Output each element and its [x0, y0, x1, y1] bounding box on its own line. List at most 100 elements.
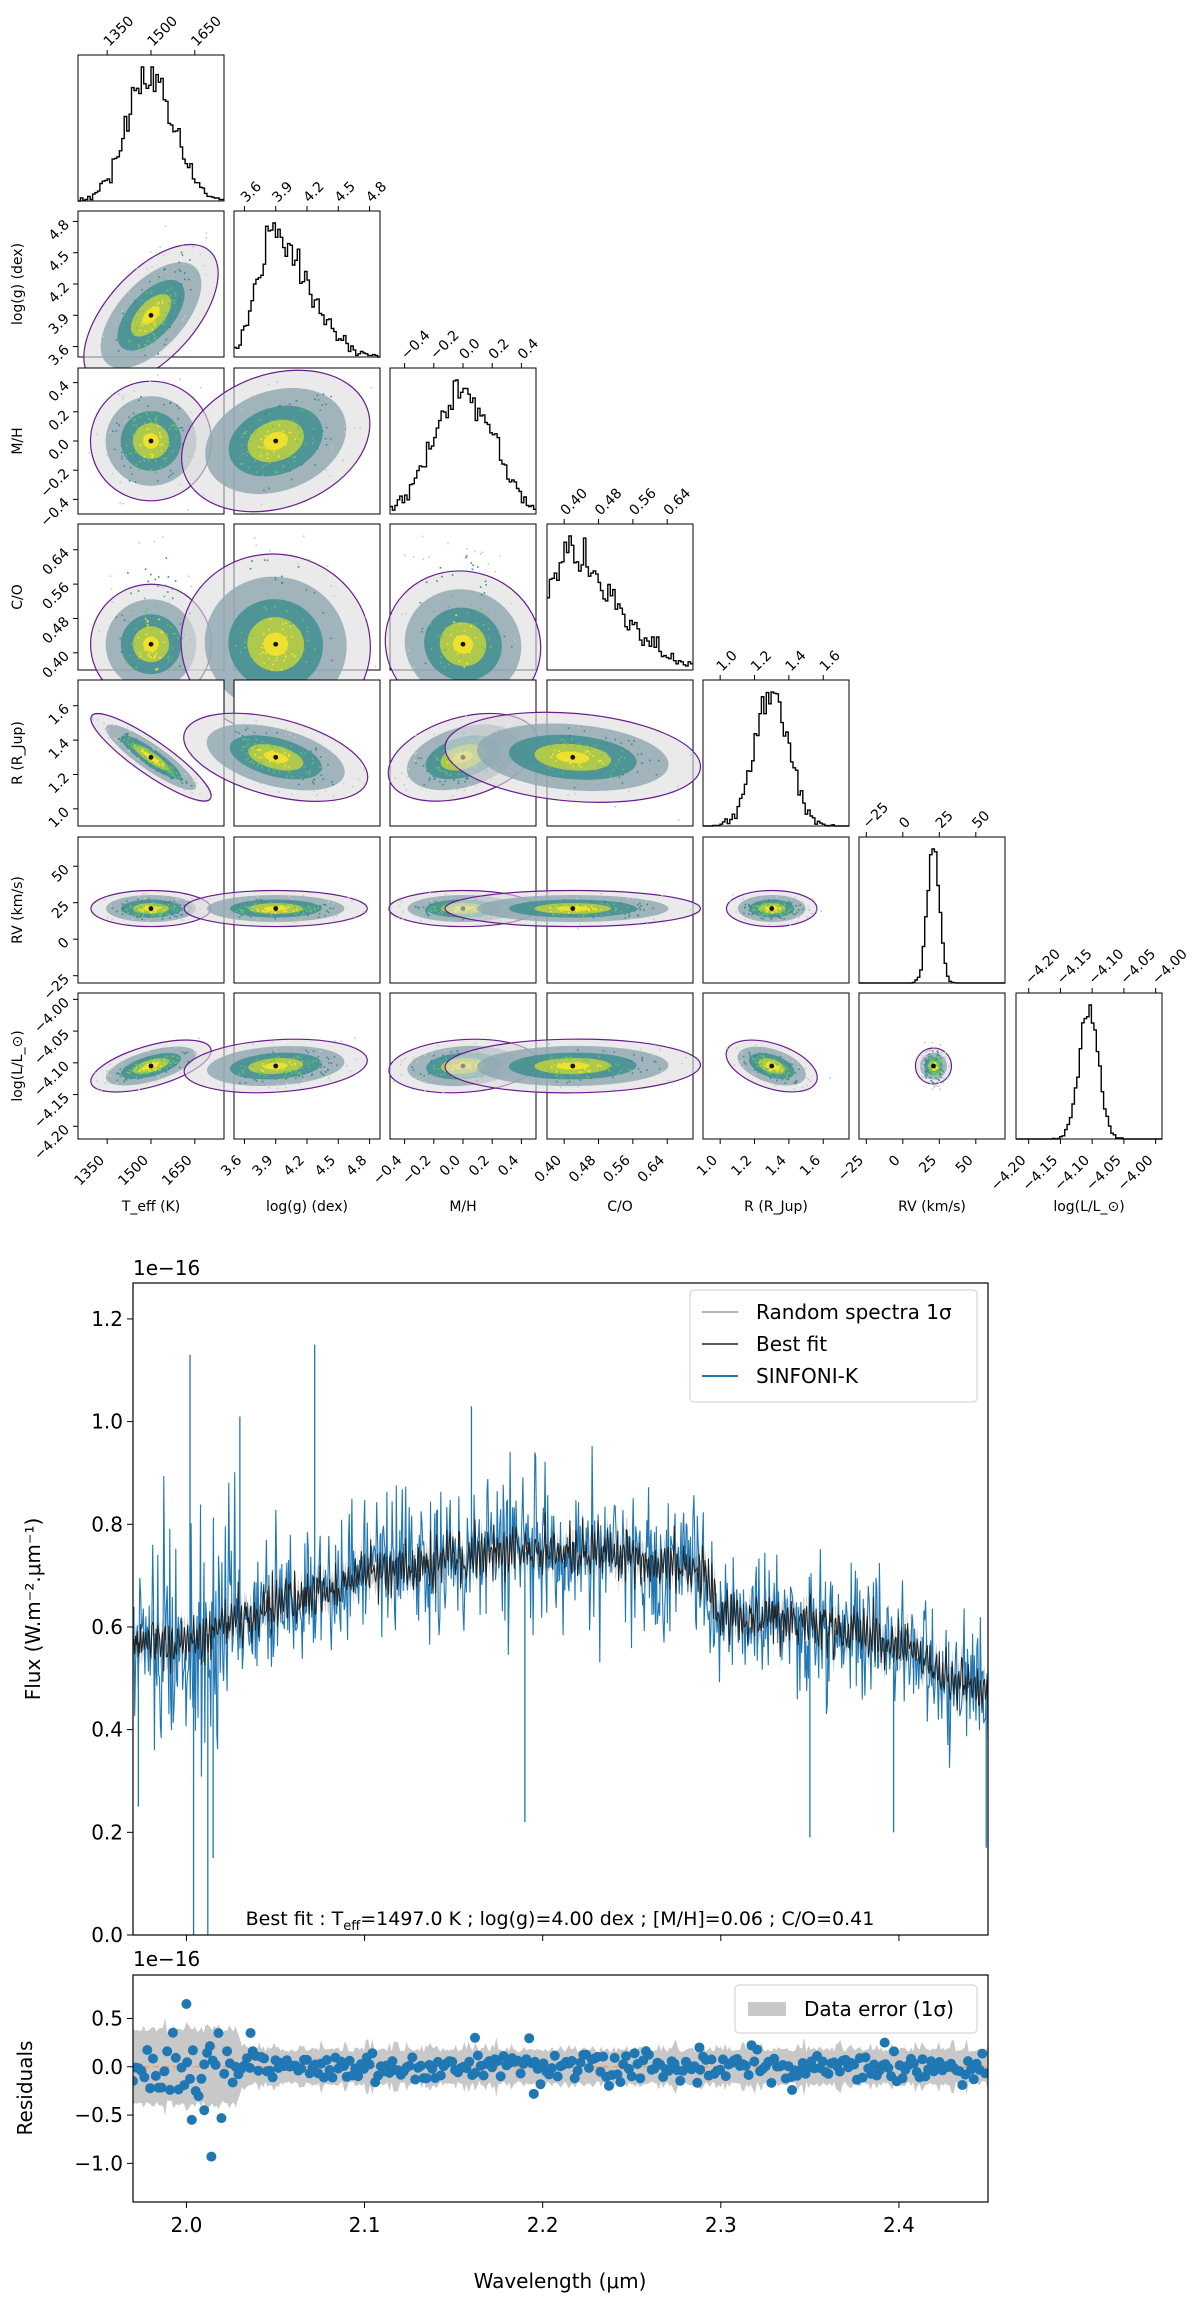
- density-point: [174, 666, 177, 669]
- density-point: [754, 1058, 756, 1061]
- density-point: [257, 764, 259, 767]
- density-point: [313, 783, 315, 785]
- density-point: [183, 272, 186, 274]
- density-points: [90, 1037, 216, 1093]
- density-point: [633, 740, 635, 742]
- density-point: [315, 1059, 317, 1062]
- density-point: [253, 731, 256, 734]
- density-point: [144, 912, 146, 914]
- density-point: [244, 1066, 246, 1069]
- density-point: [245, 752, 248, 755]
- density-points: [88, 374, 213, 511]
- density-point: [167, 576, 170, 578]
- density-point: [942, 1070, 944, 1073]
- density-point: [173, 299, 176, 302]
- density-point: [763, 915, 766, 917]
- density-point: [246, 727, 249, 730]
- residual-point: [643, 2049, 654, 2060]
- density-point: [285, 1078, 287, 1080]
- density-point: [774, 1068, 776, 1070]
- density-point: [748, 909, 751, 912]
- density-point: [441, 1084, 443, 1087]
- density-point: [327, 1058, 330, 1060]
- density-point: [266, 559, 269, 562]
- density-point: [260, 503, 263, 506]
- density-point: [317, 1056, 320, 1058]
- density-point: [298, 1075, 300, 1077]
- density-point: [241, 1070, 243, 1072]
- density-point: [195, 1051, 198, 1053]
- density-point: [771, 912, 773, 914]
- density-point: [756, 903, 759, 905]
- density-point: [335, 915, 338, 917]
- density-point: [145, 905, 147, 907]
- density-point: [607, 1068, 609, 1070]
- density-point: [312, 1060, 315, 1062]
- density-point: [140, 1073, 143, 1075]
- density-point: [281, 455, 284, 457]
- density-point: [762, 918, 765, 920]
- density-point: [147, 916, 150, 918]
- density-point: [559, 1073, 562, 1075]
- density-point: [940, 1051, 943, 1054]
- density-point: [137, 590, 140, 592]
- residual-point: [535, 2079, 546, 2090]
- density-point: [627, 898, 630, 900]
- density-point: [933, 1069, 936, 1071]
- x-tick-label: 1.6: [797, 1152, 824, 1179]
- density-point: [588, 909, 591, 912]
- density-point: [326, 565, 329, 568]
- top-tick-label: 3.9: [269, 179, 296, 206]
- density-points: [90, 712, 212, 802]
- density-point: [324, 1071, 327, 1073]
- density-point: [600, 754, 603, 756]
- density-point: [181, 782, 184, 784]
- density-point: [275, 471, 277, 473]
- density-point: [768, 899, 770, 901]
- density-point: [276, 732, 278, 734]
- density-point: [111, 472, 114, 475]
- density-point: [137, 427, 139, 429]
- density-point: [142, 310, 144, 313]
- density-point: [265, 464, 267, 466]
- density-point: [161, 1059, 163, 1062]
- density-point: [568, 1080, 571, 1083]
- density-point: [142, 914, 144, 917]
- residual-point: [897, 2073, 908, 2084]
- density-point: [144, 897, 146, 900]
- density-point: [122, 907, 124, 909]
- density-point: [138, 542, 141, 544]
- density-point: [279, 905, 282, 908]
- density-point: [185, 902, 188, 904]
- density-point: [146, 607, 148, 610]
- density-point: [159, 246, 161, 249]
- density-point: [174, 315, 177, 317]
- density-point: [620, 742, 623, 744]
- density-point: [755, 1068, 758, 1071]
- density-point: [622, 774, 624, 776]
- density-point: [427, 1073, 430, 1075]
- density-point: [165, 338, 168, 341]
- residual-point: [889, 2046, 899, 2057]
- residual-point: [344, 2055, 355, 2066]
- density-point: [277, 755, 280, 757]
- density-point: [588, 1060, 590, 1063]
- density-point: [145, 412, 148, 415]
- density-point: [936, 1050, 939, 1053]
- density-point: [620, 1070, 622, 1072]
- density-point: [131, 473, 133, 476]
- density-point: [796, 920, 798, 923]
- density-point: [291, 897, 294, 900]
- residual-point: [963, 2056, 973, 2067]
- density-point: [939, 1073, 942, 1076]
- density-point: [938, 1085, 940, 1087]
- density-point: [261, 909, 264, 912]
- density-point: [125, 1077, 128, 1080]
- density-point: [278, 424, 281, 427]
- density-point: [780, 1069, 783, 1072]
- density-point: [584, 906, 586, 909]
- density-point: [921, 1066, 924, 1068]
- density-point: [114, 323, 117, 325]
- density-point: [621, 782, 624, 784]
- density-point: [471, 568, 474, 571]
